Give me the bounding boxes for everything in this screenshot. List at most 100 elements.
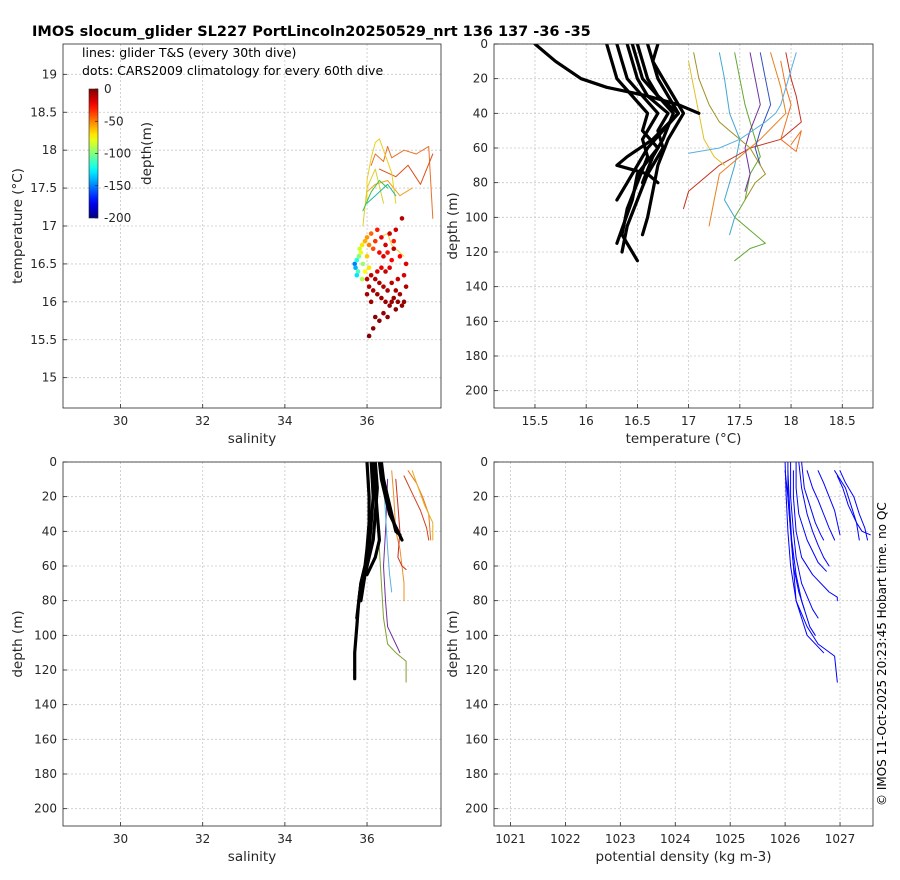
y-tick-label: 17.5 [30, 181, 57, 195]
y-tick-label: 40 [473, 524, 488, 538]
panel-temp_depth: 15.5 16 16.5 17 17.5 18 18.5 0 20 40 60 80 100 120 140… [445, 37, 874, 447]
series-line-glider-t-s-teal- [366, 183, 397, 204]
climatology-dot [395, 299, 401, 305]
climatology-dot [385, 314, 390, 320]
climatology-dot [385, 250, 390, 255]
climatology-dot [375, 291, 380, 297]
series-line-glider-profile-6 [605, 44, 660, 245]
series-line-glider-t-s-green- [362, 180, 389, 212]
series-line-density-6 [798, 462, 830, 567]
climatology-dot [391, 295, 397, 301]
climatology-dot [362, 238, 368, 244]
series-line-density-13 [784, 470, 805, 610]
series-line-density-7 [801, 462, 825, 541]
climatology-dot [397, 254, 403, 259]
climatology-dot [372, 276, 378, 282]
x-tick-label: 17 [681, 414, 696, 428]
climatology-dot [377, 280, 382, 286]
climatology-dot [393, 227, 399, 233]
plot-area [494, 44, 873, 408]
colorbar-tick-label: 0 [104, 82, 112, 96]
climatology-dot [387, 231, 392, 236]
axes-frame [62, 461, 442, 827]
climatology-dot [383, 299, 388, 305]
climatology-dot [356, 254, 362, 259]
x-tick-label: 32 [195, 832, 210, 846]
y-tick-label: 80 [473, 176, 488, 190]
series-line-glider-t-s-yellow-3- [378, 233, 405, 257]
climatology-dot [391, 238, 397, 244]
y-tick-label: 40 [42, 524, 57, 538]
climatology-dot [360, 261, 366, 267]
series-line-glider-t-s-red-orange- [378, 153, 434, 185]
climatology-dot [364, 254, 370, 259]
series-line-profile-sky [688, 52, 797, 154]
climatology-dot [379, 235, 384, 240]
climatology-dot [366, 284, 372, 289]
climatology-dot [364, 235, 370, 240]
axes-frame [62, 43, 442, 409]
y-tick-label: 60 [42, 559, 57, 573]
climatology-dot [393, 288, 399, 293]
climatology-dot [395, 276, 401, 282]
climatology-dot [366, 333, 372, 339]
colorbar-label: depth(m) [139, 122, 155, 185]
y-tick-label: 0 [49, 455, 57, 469]
series-line-salinity-red [395, 478, 407, 570]
climatology-dot [370, 326, 376, 331]
climatology-dot [372, 238, 378, 244]
y-axis-label: depth (m) [10, 610, 26, 677]
climatology-dot [387, 303, 392, 308]
climatology-dot [397, 291, 403, 297]
colorbar-tick-label: -150 [104, 179, 131, 193]
climatology-dot [381, 254, 386, 259]
y-tick-label: 140 [465, 280, 488, 294]
x-tick-label: 15.5 [522, 414, 549, 428]
y-tick-label: 19 [42, 67, 57, 81]
x-tick-label: 32 [195, 414, 210, 428]
y-tick-label: 20 [473, 72, 488, 86]
x-tick-label: 30 [113, 832, 128, 846]
climatology-dot [385, 288, 390, 293]
data-layer [352, 138, 434, 339]
x-tick-label: 34 [277, 414, 292, 428]
series-line-density-14 [787, 470, 816, 636]
series-line-density-8 [806, 470, 836, 541]
climatology-dot [379, 295, 384, 301]
y-tick-label: 120 [34, 663, 57, 677]
y-tick-label: 0 [480, 455, 488, 469]
y-axis-label: depth (m) [445, 192, 461, 259]
climatology-dot [357, 246, 362, 252]
axes-frame [493, 461, 874, 827]
climatology-dot [401, 272, 407, 278]
y-tick-label: 20 [473, 490, 488, 504]
series-line-salinity-sky [383, 478, 393, 593]
climatology-dot [399, 303, 405, 308]
x-axis-label: potential density (kg m-3) [596, 849, 772, 865]
climatology-dot [399, 216, 405, 221]
y-tick-label: 180 [465, 767, 488, 781]
series-line-density-5 [795, 462, 827, 572]
x-tick-label: 1025 [715, 832, 746, 846]
y-tick-label: 200 [465, 384, 488, 398]
y-tick-label: 80 [473, 594, 488, 608]
series-line-salinity-purple [383, 478, 401, 654]
y-tick-label: 60 [473, 141, 488, 155]
climatology-dot [383, 242, 388, 248]
y-tick-label: 60 [473, 559, 488, 573]
x-tick-label: 16 [579, 414, 594, 428]
climatology-dot [391, 246, 397, 252]
copyright-note: © IMOS 11-Oct-2025 20:23:45 Hobart time.… [875, 502, 889, 806]
x-tick-label: 18.5 [829, 414, 856, 428]
panels-group: 30 32 34 36 15 15.5 16 16.5 17 17.5 18 18.5 19 salini… [10, 37, 874, 865]
x-tick-label: 1021 [495, 832, 526, 846]
series-line-glider-profile-7 [630, 44, 675, 185]
series-line-density-4 [792, 470, 838, 602]
climatology-dot [379, 265, 384, 271]
legend-note: dots: CARS2009 climatology for every 60t… [82, 63, 383, 78]
y-tick-label: 140 [465, 698, 488, 712]
climatology-dot [372, 314, 378, 320]
climatology-dot [355, 269, 361, 274]
climatology-dot [354, 257, 360, 263]
